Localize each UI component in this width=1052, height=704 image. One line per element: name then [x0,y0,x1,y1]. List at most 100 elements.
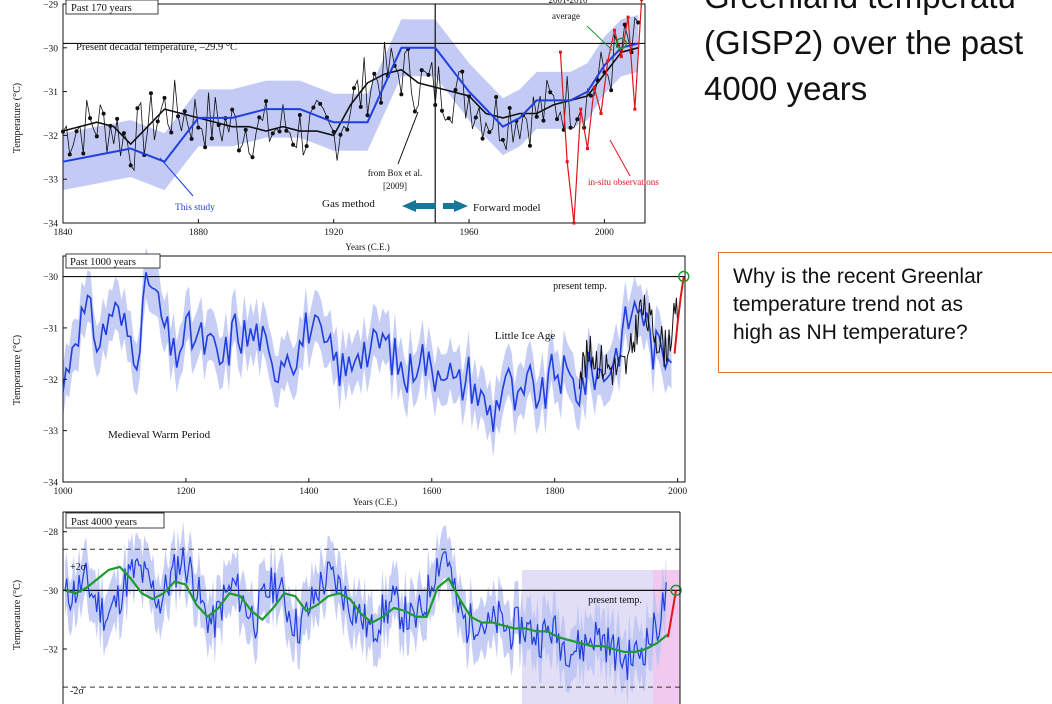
y-axis-label-4000: Temperature (°C) [12,580,23,650]
observation-point [613,28,617,32]
annual-data-point [209,136,214,141]
annual-data-point [203,145,208,150]
x-tick-label-170: 1960 [460,228,479,238]
annual-data-point [453,88,458,93]
annual-data-point [494,95,499,100]
box-smoothed-line [62,47,639,146]
annual-data-point [433,102,438,107]
y-tick-label-1000: −31 [43,324,58,334]
panel-170-years [61,0,646,225]
annual-data-point [297,113,302,118]
annual-data-point [162,95,167,100]
box-label-line2: [2009] [383,181,407,191]
annual-data-point [169,130,174,135]
x-tick-label-1000: 1400 [299,487,318,497]
panel-1000-years [62,246,690,483]
observation-point [585,147,589,151]
annual-data-point [426,72,431,77]
annual-data-point [277,129,282,134]
box-label-line1: from Box et al. [368,168,423,178]
present-temp-label-4000: present temp. [588,595,642,606]
slide-title: Greenland temperatu (GISP2) over the pas… [704,0,1052,112]
panel-label-box-4000 [65,512,165,529]
reconstruction-line-4000 [64,547,667,680]
observation-point [579,107,583,111]
this-study-label: This study [175,203,215,213]
slide-title-line-3: 4000 years [704,70,868,107]
y-tick-label-170: −33 [43,176,58,186]
medieval-warm-period-label: Medieval Warm Period [108,429,211,441]
annual-data-point [250,155,255,160]
plus-2-sigma-label: +2σ [70,562,87,573]
uncertainty-band-1000 [63,246,672,458]
annual-data-point [243,127,248,132]
x-tick-label-1000: 1800 [545,487,564,497]
little-ice-age-label: Little Ice Age [495,330,556,342]
average-label-line2: average [552,11,580,21]
annual-data-point [500,137,505,142]
annual-data-point [439,108,444,113]
observation-point [633,107,637,111]
y-tick-label-4000: −28 [43,528,58,538]
panel-label-1000: Past 1000 years [70,257,136,268]
annual-data-point [182,109,187,114]
question-line-2: temperature trend not as [733,293,963,316]
box-leader [397,111,419,165]
annual-data-point [236,148,241,153]
annual-data-point [101,111,106,116]
x-tick-label-170: 2000 [595,228,614,238]
y-tick-label-1000: −30 [43,273,58,283]
y-tick-label-170: −34 [43,220,58,230]
panel-label-box-1000 [65,253,161,269]
annual-data-point [264,99,269,104]
annual-data-point [81,151,86,156]
forward-model-arrow [443,200,468,212]
annual-data-point [148,91,153,96]
annual-data-point [345,127,350,132]
plot-frame-170 [62,3,646,224]
y-tick-label-1000: −34 [43,479,58,489]
temperature-figure: 1840 1880 1920 1960 2000 −34 −33 −32 −31 −30 −29 Ye… [12,0,690,704]
x-tick-label-170: 1840 [54,228,73,238]
x-axis-label-170: Years (C.E.) [345,242,389,252]
annual-data-point [372,71,377,76]
box-series-1000 [578,294,679,390]
y-tick-label-4000: −32 [43,645,58,655]
y-tick-label-170: −29 [43,1,58,11]
gas-method-label: Gas method [322,198,375,210]
panel-label-4000: Past 4000 years [71,517,137,528]
annual-data-point [541,118,546,123]
annual-data-point [88,116,93,121]
minus-2-sigma-label: -2σ [70,686,84,697]
x-tick-label-170: 1920 [324,228,343,238]
y-tick-label-170: −30 [43,44,58,54]
annual-data-point [115,116,120,121]
decadal-average-marker [615,37,628,50]
observation-point [565,160,569,164]
observations-leader [609,139,631,177]
annual-data-point [568,125,573,130]
x-tick-label-1000: 1600 [422,487,441,497]
y-axis-label-1000: Temperature (°C) [12,335,23,405]
x-tick-label-170: 1880 [189,228,208,238]
observation-point [558,50,562,54]
observations-label: in-situ observations [588,177,659,187]
this-study-line [62,42,639,163]
observation-point [572,221,576,225]
annual-data-point [399,92,404,97]
gas-method-arrow [402,200,436,212]
annual-data-point [379,100,384,105]
y-tick-label-170: −31 [43,88,58,98]
y-tick-label-170: −32 [43,132,58,142]
observations-line-4000 [667,590,677,638]
annual-data-point [588,93,593,98]
annual-data-point [196,125,201,130]
annual-data-point [358,104,363,109]
annual-data-point [534,114,539,119]
annual-data-point [555,117,560,122]
observation-point [619,55,623,59]
observation-point [599,112,603,115]
average-leader [586,25,613,51]
annual-data-point [575,117,580,122]
annual-data-point [473,115,478,120]
